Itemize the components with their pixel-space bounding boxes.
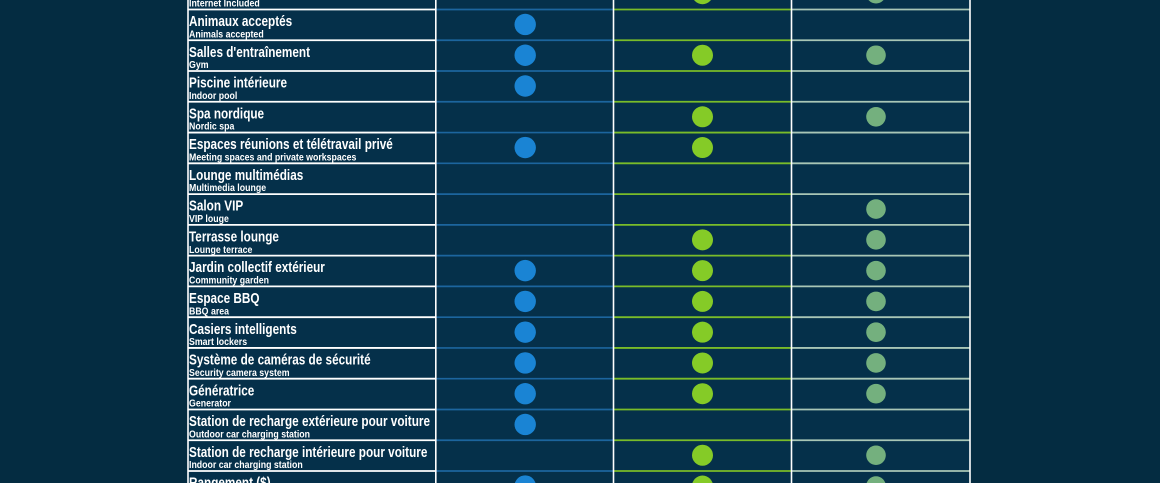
svg-text:Indoor pool: Indoor pool	[189, 89, 237, 101]
svg-text:Salon VIP: Salon VIP	[189, 197, 243, 214]
svg-text:Rangement ($): Rangement ($)	[189, 474, 271, 483]
svg-text:Indoor car charging station: Indoor car charging station	[189, 459, 303, 471]
svg-text:Multimedia lounge: Multimedia lounge	[189, 182, 266, 194]
svg-text:Espace BBQ: Espace BBQ	[189, 290, 260, 307]
svg-text:Station de recharge intérieure: Station de recharge intérieure pour voit…	[189, 443, 428, 460]
svg-text:BBQ area: BBQ area	[189, 305, 230, 317]
svg-text:Meeting spaces and private wor: Meeting spaces and private workspaces	[189, 151, 356, 163]
svg-text:Casiers intelligents: Casiers intelligents	[189, 320, 297, 337]
svg-text:Generator: Generator	[189, 397, 231, 409]
svg-text:Animaux acceptés: Animaux acceptés	[189, 13, 292, 30]
svg-text:Nordic spa: Nordic spa	[189, 120, 235, 132]
svg-text:Lounge multimédias: Lounge multimédias	[189, 167, 303, 184]
svg-text:Terrasse lounge: Terrasse lounge	[189, 228, 279, 245]
svg-text:Système de caméras de sécurité: Système de caméras de sécurité	[189, 351, 371, 368]
svg-text:Station de recharge extérieure: Station de recharge extérieure pour voit…	[189, 413, 430, 430]
svg-text:Gym: Gym	[189, 59, 209, 71]
svg-text:Lounge terrace: Lounge terrace	[189, 243, 252, 255]
svg-text:Internet Included: Internet Included	[189, 0, 260, 9]
svg-text:Spa nordique: Spa nordique	[189, 105, 265, 122]
svg-text:Salles d'entraînement: Salles d'entraînement	[189, 43, 310, 60]
svg-text:Piscine intérieure: Piscine intérieure	[189, 74, 287, 91]
svg-text:Smart lockers: Smart lockers	[189, 336, 247, 348]
svg-text:Génératrice: Génératrice	[189, 382, 255, 399]
svg-text:Espaces réunions et télétravai: Espaces réunions et télétravail privé	[189, 136, 393, 153]
svg-text:Outdoor car charging station: Outdoor car charging station	[189, 428, 310, 440]
svg-text:Community garden: Community garden	[189, 274, 269, 286]
svg-text:VIP louge: VIP louge	[189, 212, 229, 224]
svg-text:Jardin collectif extérieur: Jardin collectif extérieur	[189, 259, 326, 276]
svg-text:Security camera system: Security camera system	[189, 366, 290, 378]
svg-text:Animals accepted: Animals accepted	[189, 28, 264, 40]
